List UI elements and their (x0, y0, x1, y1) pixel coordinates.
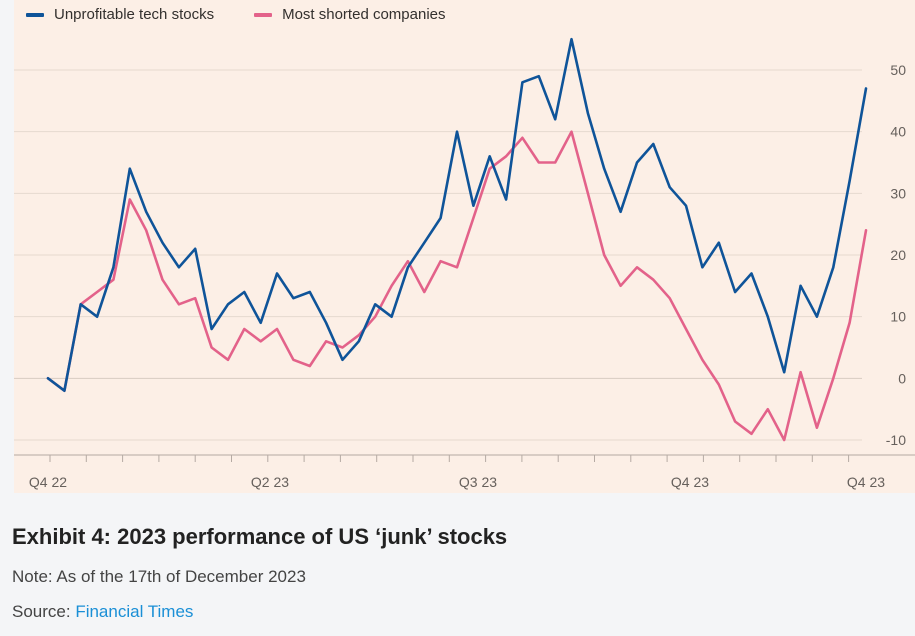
legend-label-shorted: Most shorted companies (282, 6, 446, 23)
y-axis: 50 40 30 20 10 0 -10 (886, 62, 906, 448)
series-line-tech (46, 37, 868, 393)
legend-label-tech: Unprofitable tech stocks (54, 6, 215, 23)
series-lines (46, 37, 868, 442)
figure-source: Source: Financial Times (12, 602, 193, 622)
y-tick-label: 0 (898, 370, 906, 386)
series-line-shorted (46, 130, 868, 442)
source-label: Source: (12, 602, 76, 621)
legend-item-tech: Unprofitable tech stocks (26, 6, 214, 23)
chart-panel: Q4 22 Q2 23 Q3 23 Q4 23 Q4 23 50 40 30 20 10 0 -10… (14, 0, 915, 493)
y-tick-label: -10 (886, 432, 906, 448)
chart-legend: Unprofitable tech stocks Most shorted co… (26, 6, 446, 23)
figure-title: Exhibit 4: 2023 performance of US ‘junk’… (12, 524, 508, 549)
x-tick-label: Q4 22 (29, 474, 67, 490)
x-tick-label: Q4 23 (847, 474, 885, 490)
x-tick-label: Q4 23 (671, 474, 709, 490)
legend-swatch-shorted (254, 12, 273, 17)
y-tick-label: 20 (890, 247, 906, 263)
y-tick-label: 30 (890, 185, 906, 201)
x-axis: Q4 22 Q2 23 Q3 23 Q4 23 Q4 23 (14, 454, 915, 490)
source-link[interactable]: Financial Times (75, 602, 194, 621)
x-tick-label: Q2 23 (251, 474, 289, 490)
x-tick-label: Q3 23 (459, 474, 497, 490)
legend-item-shorted: Most shorted companies (254, 6, 446, 23)
gridlines (14, 69, 862, 441)
y-tick-label: 40 (890, 124, 906, 140)
line-chart: Q4 22 Q2 23 Q3 23 Q4 23 Q4 23 50 40 30 20 10 0 -10 (14, 37, 915, 490)
legend-swatch-tech (26, 12, 44, 17)
y-tick-label: 10 (890, 309, 906, 325)
figure-note: Note: As of the 17th of December 2023 (12, 567, 306, 586)
y-tick-label: 50 (890, 62, 906, 78)
